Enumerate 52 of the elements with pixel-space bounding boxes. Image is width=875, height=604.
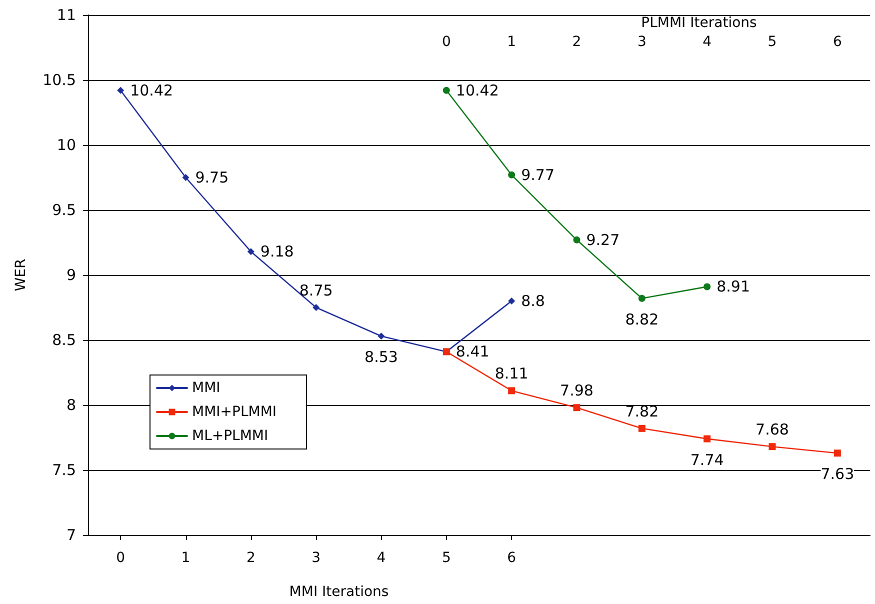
- point: [182, 174, 190, 181]
- x-tick-label: 4: [376, 550, 386, 566]
- point: [312, 304, 320, 311]
- data-label: 8.82: [625, 310, 659, 328]
- y-tick-label: 10.5: [42, 71, 76, 89]
- y-tick-label: 7: [66, 526, 76, 544]
- point: [117, 86, 124, 94]
- y-tick-label: 9.5: [52, 201, 76, 219]
- data-label: 10.42: [130, 81, 174, 100]
- y-axis-title: WER: [13, 258, 29, 292]
- x2-tick-label: 4: [702, 34, 712, 50]
- legend-label: MMI+PLMMI: [192, 404, 277, 420]
- data-label: 7.68: [756, 420, 789, 439]
- y-tick-label: 8.5: [52, 331, 76, 349]
- x2-tick-label: 3: [637, 34, 646, 50]
- data-label: 8.75: [299, 282, 333, 300]
- data-label: 8.53: [364, 348, 398, 366]
- x2-axis-title: PLMMI Iterations: [641, 15, 757, 32]
- point: [378, 332, 385, 340]
- x2-tick-label: 2: [572, 34, 582, 50]
- x-axis-title: MMI Iterations: [289, 584, 389, 600]
- x-tick-label: 3: [312, 550, 321, 566]
- x-tick-label: 6: [507, 550, 516, 566]
- x-tick-label: 2: [246, 550, 256, 566]
- data-label: 10.42: [456, 81, 499, 100]
- data-label: 9.75: [195, 168, 229, 186]
- data-label: 7.63: [820, 465, 854, 484]
- y-tick-label: 11: [56, 6, 76, 24]
- data-label: 7.74: [690, 450, 724, 469]
- x-tick-label: 0: [116, 550, 126, 566]
- x2-tick-label: 6: [832, 34, 842, 50]
- x2-tick-label: 1: [507, 34, 516, 50]
- data-label: 9.18: [260, 242, 294, 261]
- y-tick-label: 8: [66, 396, 76, 414]
- y-tick-label: 9: [66, 266, 76, 284]
- y-tick-label: 7.5: [52, 461, 76, 479]
- legend-label: MMI: [192, 380, 220, 396]
- data-label: 8.8: [521, 292, 545, 310]
- x2-tick-label: 0: [442, 34, 451, 50]
- point: [508, 298, 516, 304]
- legend-label: ML+PLMMI: [192, 428, 268, 444]
- data-label: 9.27: [586, 230, 620, 249]
- point: [247, 248, 254, 256]
- data-label: 8.91: [716, 278, 750, 296]
- data-label: 7.98: [560, 382, 594, 400]
- x2-tick-label: 5: [768, 34, 777, 50]
- data-label: 8.11: [494, 364, 528, 383]
- x-tick-label: 5: [442, 550, 451, 566]
- y-tick-label: 10: [56, 136, 76, 154]
- x-tick-label: 1: [181, 550, 190, 566]
- data-label: 8.41: [456, 342, 490, 361]
- data-label: 9.77: [521, 166, 554, 184]
